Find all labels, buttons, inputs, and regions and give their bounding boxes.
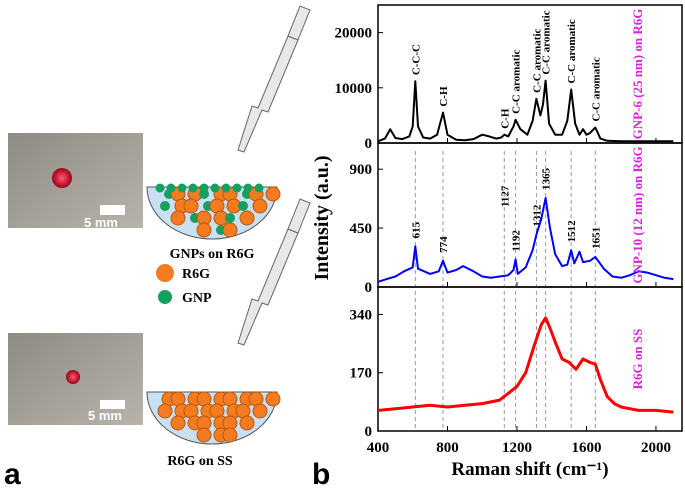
plot-frame — [377, 286, 683, 432]
y-tick-label: 900 — [350, 162, 373, 178]
legend-swatch — [158, 290, 172, 304]
peak-annotation: C-C-C — [410, 44, 422, 75]
x-tick-label: 2000 — [641, 440, 671, 456]
r6g — [265, 391, 281, 407]
x-tick-label: 800 — [436, 440, 459, 456]
series-label: GNP-10 (12 nm) on R6G — [630, 146, 645, 283]
peak-label: 1127 — [499, 185, 511, 207]
gnp — [160, 201, 170, 211]
peak-label: 1651 — [590, 227, 602, 249]
droplet — [52, 168, 72, 188]
gnp — [225, 213, 235, 223]
peak-annotation: C-C aromatic — [531, 28, 543, 92]
scale-label: 5 mm — [84, 215, 118, 230]
legend-label: GNP — [182, 291, 212, 306]
y-tick-label: 20000 — [335, 26, 373, 42]
peak-annotation: C-C aromatic — [566, 19, 578, 83]
series-label: R6G on SS — [630, 329, 645, 390]
gnp — [254, 183, 264, 193]
spectrum — [377, 79, 674, 143]
gnp — [166, 183, 176, 193]
scale-bar — [100, 400, 125, 409]
r6g — [252, 198, 268, 214]
caption: R6G on SS — [167, 454, 233, 469]
y-tick-label: 10000 — [335, 81, 373, 97]
peak-label: 1192 — [511, 230, 523, 252]
gnp — [210, 183, 220, 193]
r6g — [196, 222, 212, 238]
panel-label: a — [4, 458, 21, 491]
series-label: GNP-6 (25 nm) on R6G — [630, 9, 645, 140]
gnp — [243, 183, 253, 193]
spectrum — [377, 316, 674, 414]
r6g — [170, 415, 186, 431]
gnp — [232, 183, 242, 193]
peak-label: 615 — [410, 221, 422, 238]
y-tick-label: 450 — [350, 221, 373, 237]
r6g — [265, 186, 281, 202]
peak-annotation: C-C aromatic — [541, 10, 553, 74]
y-tick-label: 170 — [350, 366, 373, 382]
y-tick-label: 0 — [365, 280, 373, 296]
x-axis-title: Raman shift (cm⁻¹) — [451, 459, 608, 480]
r6g — [222, 222, 238, 238]
gnp — [221, 183, 231, 193]
x-tick-label: 1600 — [571, 440, 601, 456]
particles — [155, 183, 281, 443]
peak-annotation: C-C aromatic — [511, 49, 523, 113]
r6g — [170, 210, 186, 226]
legend-swatch — [156, 264, 174, 282]
gnp — [199, 183, 209, 193]
r6g — [239, 210, 255, 226]
scale-label: 5 mm — [88, 408, 122, 423]
peak-label: 1365 — [541, 167, 553, 190]
peak-annotation: C-C aromatic — [590, 57, 602, 121]
x-tick-label: 1200 — [502, 440, 532, 456]
r6g — [157, 403, 173, 419]
y-tick-label: 0 — [365, 136, 373, 152]
gnp — [155, 183, 165, 193]
legend-label: R6G — [182, 267, 210, 282]
y-tick-label: 0 — [365, 424, 373, 440]
y-tick-label: 340 — [350, 307, 373, 323]
peak-annotation: C-H — [438, 86, 450, 107]
peak-annotation: C-H — [499, 108, 511, 129]
pipette — [237, 5, 311, 346]
r6g — [196, 427, 212, 443]
caption: GNPs on R6G — [170, 247, 255, 262]
r6g — [252, 403, 268, 419]
y-axis-title: Intensity (a.u.) — [311, 155, 333, 280]
peak-label: 774 — [438, 236, 450, 253]
gnp — [188, 183, 198, 193]
gnp — [238, 201, 248, 211]
x-tick-label: 400 — [367, 440, 390, 456]
peak-label: 1512 — [566, 220, 578, 243]
droplet — [66, 370, 80, 384]
gnp — [177, 183, 187, 193]
r6g — [183, 198, 199, 214]
r6g — [239, 415, 255, 431]
scale-bar — [100, 205, 125, 215]
panel-label: b — [312, 458, 330, 491]
spectrum — [377, 197, 674, 283]
r6g — [222, 427, 238, 443]
